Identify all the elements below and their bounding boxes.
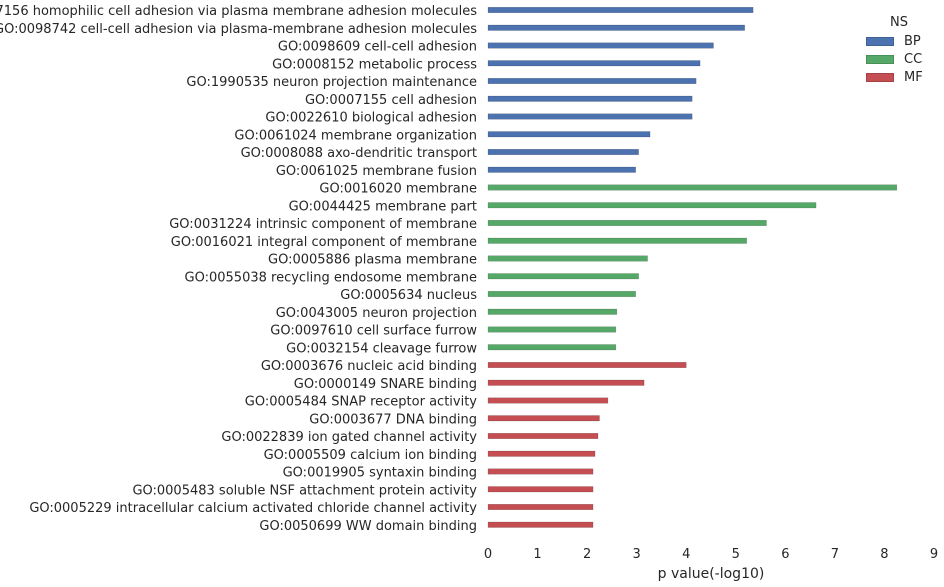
bar-bp	[487, 60, 701, 67]
bar-bp	[487, 166, 636, 173]
bar-cc	[487, 202, 817, 209]
category-label: GO:0022610 biological adhesion	[265, 111, 477, 126]
bar-mf	[487, 521, 594, 528]
bar-cc	[487, 291, 636, 297]
bar-mf	[487, 433, 599, 439]
category-label: GO:0003677 DNA binding	[309, 412, 477, 427]
bar-mf	[487, 397, 609, 404]
category-label: GO:0005509 calcium ion binding	[264, 448, 477, 463]
bar-bp	[487, 7, 754, 13]
x-tick-label: 0	[484, 547, 492, 562]
bar-bp	[487, 149, 639, 155]
legend-swatch	[866, 36, 894, 46]
x-tick-label: 8	[880, 547, 888, 562]
category-label: GO:0044425 membrane part	[289, 199, 477, 214]
x-tick-label: 4	[682, 547, 690, 562]
bar-bp	[487, 113, 693, 120]
bar-bp	[487, 78, 697, 84]
legend: NS BP CC MF	[866, 14, 944, 86]
x-axis-ticks: 0 1 2 3 4 5 6 7 8 9	[484, 547, 938, 562]
category-label: GO:0098742 cell-cell adhesion via plasma…	[0, 22, 477, 37]
bar-cc	[487, 344, 617, 351]
bar-cc	[487, 273, 639, 280]
x-tick-label: 1	[533, 547, 541, 562]
x-tick-label: 9	[930, 547, 938, 562]
category-label: GO:1990535 neuron projection maintenance	[186, 75, 477, 90]
bar-cc	[487, 326, 617, 333]
legend-item-mf: MF	[866, 68, 944, 86]
category-label: GO:0000149 SNARE binding	[294, 377, 477, 392]
bars	[487, 7, 898, 528]
legend-swatch	[866, 72, 894, 82]
bar-mf	[487, 486, 594, 493]
category-label: GO:0032154 cleavage furrow	[286, 341, 477, 356]
x-tick-label: 5	[732, 547, 740, 562]
x-tick-label: 3	[633, 547, 641, 562]
legend-title: NS	[890, 15, 908, 30]
bar-cc	[487, 308, 618, 315]
legend-item-cc: CC	[866, 50, 944, 68]
bar-bp	[487, 131, 651, 138]
bar-cc	[487, 220, 767, 226]
x-tick-label: 2	[583, 547, 591, 562]
x-axis-label: p value(-log10)	[658, 566, 765, 582]
category-labels: GO:0007156 homophilic cell adhesion via …	[0, 4, 477, 534]
bar-mf	[487, 504, 594, 510]
legend-label: BP	[904, 33, 921, 49]
bar-mf	[487, 379, 645, 386]
category-label: GO:0098609 cell-cell adhesion	[278, 40, 477, 55]
bar-mf	[487, 450, 596, 457]
bar-bp	[487, 95, 693, 102]
category-label: GO:0008152 metabolic process	[272, 57, 477, 72]
category-label: GO:0005229 intracellular calcium activat…	[29, 501, 477, 516]
category-label: GO:0016020 membrane	[319, 182, 477, 197]
category-label: GO:0061024 membrane organization	[234, 128, 477, 143]
category-label: GO:0019905 syntaxin binding	[283, 466, 477, 481]
bar-cc	[487, 237, 747, 244]
category-label: GO:0016021 integral component of membran…	[171, 235, 477, 250]
category-label: GO:0005886 plasma membrane	[268, 253, 477, 268]
category-label: GO:0005634 nucleus	[340, 288, 477, 303]
category-label: GO:0003676 nucleic acid binding	[261, 359, 477, 374]
category-label: GO:0050699 WW domain binding	[259, 519, 477, 534]
category-label: GO:0043005 neuron projection	[276, 306, 477, 321]
bar-cc	[487, 255, 648, 262]
bar-bp	[487, 24, 745, 31]
bar-mf	[487, 362, 687, 368]
x-tick-label: 7	[831, 547, 839, 562]
bar-mf	[487, 415, 600, 422]
legend-label: CC	[904, 51, 923, 67]
bar-mf	[487, 468, 594, 475]
x-tick-label: 6	[781, 547, 789, 562]
legend-swatch	[866, 54, 894, 64]
category-label: GO:0097610 cell surface furrow	[270, 324, 477, 339]
category-label: GO:0061025 membrane fusion	[276, 164, 477, 179]
legend-label: MF	[904, 69, 923, 85]
category-label: GO:0005483 soluble NSF attachment protei…	[132, 483, 477, 498]
category-label: GO:0055038 recycling endosome membrane	[185, 270, 477, 285]
category-label: GO:0007156 homophilic cell adhesion via …	[0, 4, 477, 19]
bar-bp	[487, 42, 714, 49]
category-label: GO:0031224 intrinsic component of membra…	[169, 217, 477, 232]
category-label: GO:0022839 ion gated channel activity	[221, 430, 477, 445]
bar-cc	[487, 184, 898, 191]
legend-item-bp: BP	[866, 32, 944, 50]
category-label: GO:0005484 SNAP receptor activity	[245, 395, 478, 410]
category-label: GO:0008088 axo-dendritic transport	[241, 146, 477, 161]
category-label: GO:0007155 cell adhesion	[305, 93, 477, 108]
